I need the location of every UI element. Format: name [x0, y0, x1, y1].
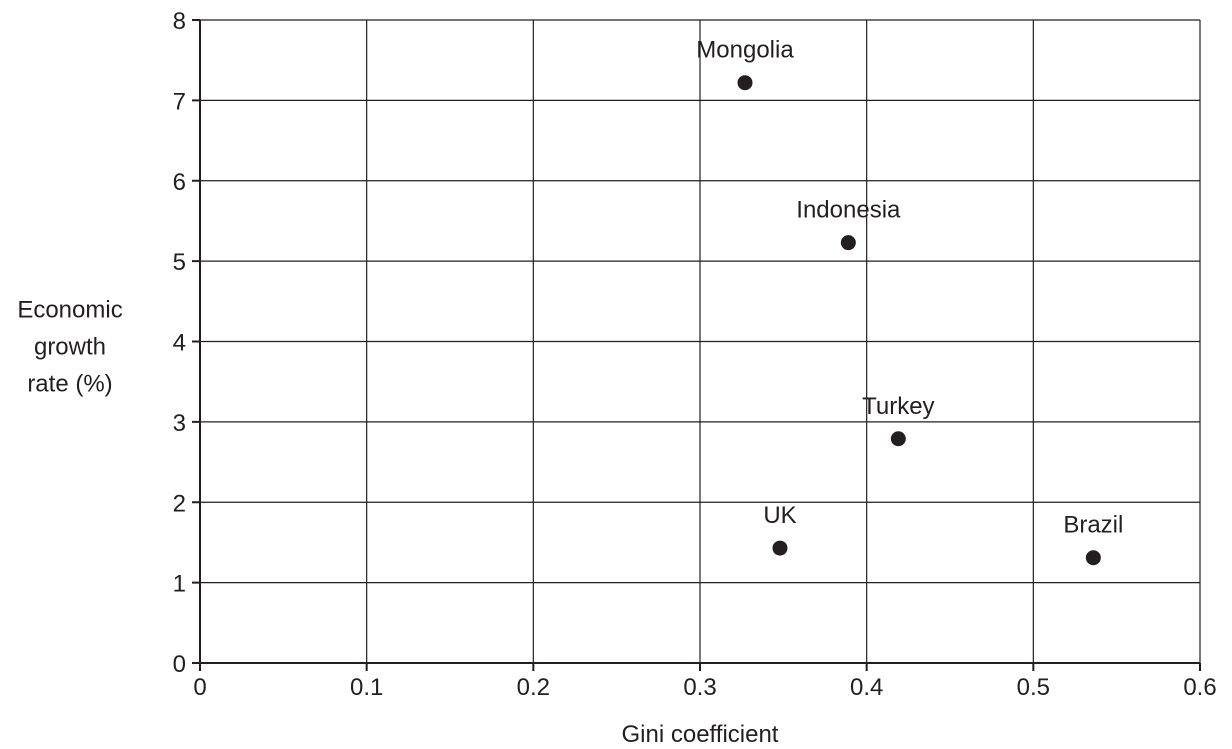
- axis-titles: Gini coefficient Economic growth rate (%…: [17, 297, 779, 749]
- data-point-label: Mongolia: [696, 37, 794, 64]
- data-point-label: Indonesia: [796, 197, 901, 224]
- y-axis-title-line-1: Economic: [17, 297, 122, 324]
- y-tick-label: 6: [173, 169, 186, 196]
- y-tick-label: 3: [173, 410, 186, 437]
- y-tick-label: 7: [173, 88, 186, 115]
- data-point: [772, 540, 788, 556]
- y-tick-label: 4: [173, 330, 186, 357]
- x-tick-label: 0.1: [350, 674, 383, 701]
- y-tick-label: 2: [173, 490, 186, 517]
- data-point: [890, 431, 906, 447]
- data-point-label: Turkey: [862, 393, 934, 420]
- y-axis-title-line-2: growth: [34, 334, 106, 361]
- x-tick-label: 0.2: [517, 674, 550, 701]
- grid: [200, 19, 1201, 663]
- x-tick-label: 0.6: [1183, 674, 1216, 701]
- y-tick-label: 5: [173, 249, 186, 276]
- x-axis-title: Gini coefficient: [622, 721, 779, 748]
- x-tick-label: 0.4: [850, 674, 883, 701]
- y-tick-label: 1: [173, 571, 186, 598]
- data-points: [737, 75, 1101, 566]
- x-tick-label: 0: [193, 674, 206, 701]
- y-tick-label: 8: [173, 8, 186, 35]
- data-point-label: UK: [763, 502, 796, 529]
- data-point-label: Brazil: [1063, 512, 1123, 539]
- axes: [192, 19, 1201, 671]
- data-point: [840, 235, 856, 251]
- data-point: [737, 75, 753, 91]
- x-tick-label: 0.5: [1017, 674, 1050, 701]
- y-tick-label: 0: [173, 651, 186, 678]
- data-point: [1085, 550, 1101, 566]
- tick-labels: 0 0.1 0.2 0.3 0.4 0.5 0.6 0 1 2 3 4 5 6 7 8: [173, 8, 1217, 701]
- y-axis-title-line-3: rate (%): [27, 371, 112, 398]
- point-labels: Mongolia Indonesia Turkey UK Brazil: [696, 37, 1123, 539]
- x-tick-label: 0.3: [683, 674, 716, 701]
